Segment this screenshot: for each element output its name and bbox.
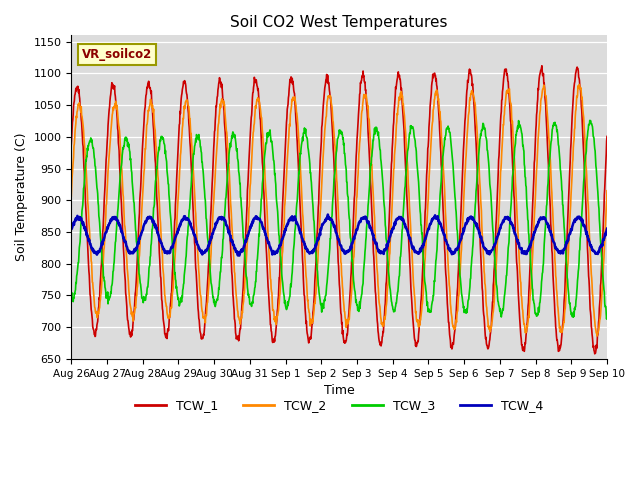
TCW_2 [67,193,75,199]
TCW_3 [252,279,260,285]
TCW_1 [538,63,546,69]
TCW_4 [324,212,332,217]
TCW_4 [503,216,511,221]
TCW_4 [315,234,323,240]
TCW_2 [502,95,509,101]
TCW_1 [502,66,509,72]
TCW_1 [197,335,205,340]
TCW_2 [315,242,323,248]
TCW_3 [595,216,603,222]
TCW_2 [252,106,260,111]
Text: VR_soilco2: VR_soilco2 [82,48,152,61]
TCW_2 [349,278,356,284]
Line: TCW_4: TCW_4 [71,215,607,256]
TCW_4 [67,226,75,232]
TCW_3 [603,316,611,322]
TCW_4 [596,245,604,251]
TCW_2 [596,317,604,323]
TCW_3 [502,279,509,285]
TCW_2 [197,296,205,301]
Legend: TCW_1, TCW_2, TCW_3, TCW_4: TCW_1, TCW_2, TCW_3, TCW_4 [130,395,548,418]
Title: Soil CO2 West Temperatures: Soil CO2 West Temperatures [230,15,448,30]
TCW_4 [197,248,205,254]
TCW_3 [67,293,75,299]
TCW_4 [252,216,260,221]
TCW_2 [575,82,583,87]
TCW_4 [349,238,357,244]
TCW_2 [603,188,611,193]
TCW_4 [236,253,243,259]
Line: TCW_3: TCW_3 [71,120,607,319]
TCW_1 [603,133,611,139]
TCW_4 [603,226,611,231]
X-axis label: Time: Time [324,384,355,397]
TCW_3 [197,148,205,154]
Line: TCW_2: TCW_2 [71,84,607,336]
TCW_2 [593,333,601,339]
TCW_1 [315,201,323,206]
TCW_1 [252,80,260,85]
Y-axis label: Soil Temperature (C): Soil Temperature (C) [15,133,28,262]
TCW_1 [67,141,75,147]
TCW_3 [315,285,323,290]
Line: TCW_1: TCW_1 [71,66,607,354]
TCW_3 [586,118,594,123]
TCW_1 [349,240,356,246]
TCW_1 [591,351,598,357]
TCW_3 [603,311,611,317]
TCW_3 [349,257,356,263]
TCW_1 [596,300,604,306]
